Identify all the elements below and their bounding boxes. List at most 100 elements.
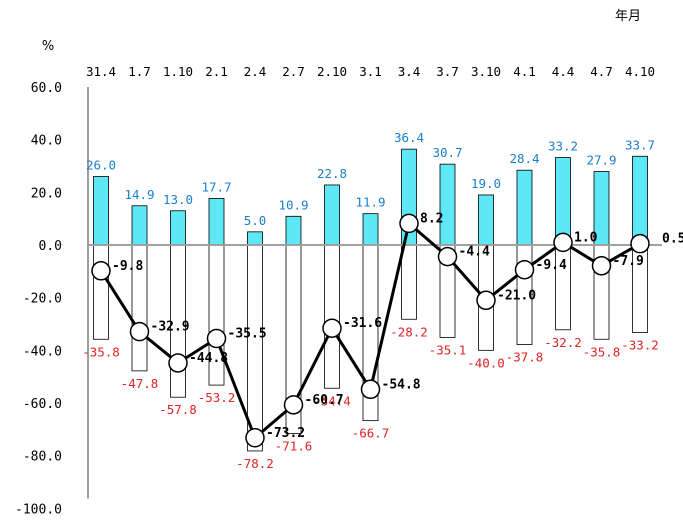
negative-bar-label: -40.0 — [467, 355, 505, 370]
positive-bar — [516, 169, 533, 246]
line-point — [206, 328, 227, 349]
negative-bar-label: -35.8 — [82, 344, 120, 359]
line-point-label: 1.0 — [574, 230, 598, 245]
x-axis-categories: 31.4 1.7 1.10 2.1 2.4 2.7 2.10 3.1 3.4 3.7 3.10 4.1… — [86, 64, 655, 79]
positive-bar-label: 36.4 — [394, 130, 424, 145]
x-category-label: 2.10 — [317, 64, 347, 79]
line-point — [322, 318, 342, 338]
negative-bar-label: -33.2 — [621, 337, 659, 352]
line-point — [245, 428, 265, 448]
y-tick-label: 60.0 — [31, 81, 62, 96]
y-axis: 60.0 40.0 20.0 0.0 -20.0 -40.0 -60.0 -80.0 -100.… — [15, 81, 89, 517]
x-category-label: 31.4 — [86, 64, 116, 79]
positive-bar-label: 19.0 — [471, 176, 501, 191]
x-category-label: 3.4 — [398, 64, 421, 79]
line-point — [91, 261, 111, 281]
positive-bar — [362, 213, 379, 246]
positive-bar-label: 10.9 — [278, 197, 308, 212]
line-point-label: -4.4 — [459, 245, 490, 260]
line-point-label: -31.6 — [343, 316, 382, 331]
negative-bar-label: -57.8 — [159, 402, 197, 417]
negative-bar-label: -53.2 — [198, 390, 236, 405]
positive-bar-label: 28.4 — [509, 151, 539, 166]
negative-bar-label: -37.8 — [506, 350, 544, 365]
positive-bar-label: 26.0 — [86, 158, 116, 173]
line-point — [129, 321, 150, 342]
line-point-label: -60.7 — [305, 393, 344, 408]
x-category-label: 3.1 — [359, 64, 382, 79]
positive-bar — [439, 163, 456, 246]
y-tick-label: -80.0 — [23, 450, 62, 465]
positive-bar-label: 30.7 — [432, 145, 462, 160]
positive-bar-label: 22.8 — [317, 166, 347, 181]
x-category-label: 2.1 — [205, 64, 228, 79]
y-unit-label: % — [42, 39, 54, 54]
positive-bar-label: 13.0 — [163, 192, 193, 207]
line-point-label: -54.8 — [382, 377, 421, 392]
x-category-label: 3.7 — [436, 64, 459, 79]
positive-bar-label: 33.2 — [548, 139, 578, 154]
y-tick-label: -20.0 — [23, 292, 62, 307]
negative-bar — [247, 244, 263, 452]
positive-bar-label: 5.0 — [244, 213, 267, 228]
line-point — [553, 232, 573, 253]
x-category-label: 4.10 — [625, 64, 655, 79]
y-tick-label: -100.0 — [15, 502, 62, 517]
line-point-label: -21.0 — [497, 288, 536, 303]
line-point-label: -32.9 — [151, 320, 190, 335]
line-point-label: -7.9 — [613, 254, 644, 269]
x-category-label: 4.4 — [552, 64, 575, 79]
positive-bar-label: 33.7 — [625, 137, 655, 152]
positive-bar — [324, 184, 340, 246]
line-point — [476, 290, 496, 311]
x-category-label: 1.10 — [163, 64, 193, 79]
line-point-label: -9.8 — [112, 259, 143, 274]
positive-bar — [170, 210, 186, 246]
positive-bar — [285, 215, 302, 246]
positive-bar — [478, 194, 494, 246]
positive-bar — [247, 231, 263, 246]
line-series — [91, 213, 650, 448]
negative-bar-label: -66.7 — [352, 426, 390, 441]
negative-bar-label: -71.6 — [275, 439, 313, 454]
line-point — [399, 213, 419, 234]
negative-bar — [324, 244, 340, 389]
line-point-label: -73.2 — [266, 426, 305, 441]
y-tick-label: 40.0 — [31, 134, 62, 149]
line-point-label: -44.8 — [189, 351, 228, 366]
negative-bar-label: -54.4 — [313, 393, 351, 408]
x-category-label: 2.4 — [244, 64, 267, 79]
line-point — [168, 353, 188, 373]
positive-bar-label: 27.9 — [586, 153, 616, 168]
negative-bar-label: -32.2 — [544, 335, 582, 350]
y-tick-label: -60.0 — [23, 397, 62, 412]
line-point — [437, 246, 458, 267]
positive-bar — [208, 197, 225, 246]
line-point-label: 0.5 — [662, 232, 683, 247]
x-unit-label: 年月 — [615, 9, 641, 24]
positive-bar-label: 17.7 — [201, 179, 231, 194]
x-category-label: 3.10 — [471, 64, 501, 79]
x-category-label: 1.7 — [128, 64, 151, 79]
y-tick-label: -40.0 — [23, 344, 62, 359]
negative-bar-label: -47.8 — [121, 376, 159, 391]
data-labels: 26.0 14.9 13.0 17.7 5.0 10.9 22.8 11.9 36.4 30.7 1… — [82, 130, 683, 471]
line-point — [360, 379, 381, 400]
negative-bar-label: -35.1 — [429, 342, 467, 357]
positive-bar-label: 14.9 — [124, 187, 154, 202]
negative-bar-label: -78.2 — [236, 456, 274, 471]
line-point-label: -9.4 — [536, 258, 567, 273]
positive-bar — [632, 155, 648, 246]
negative-bar — [401, 244, 417, 320]
line-point — [591, 256, 612, 276]
line-point — [283, 395, 304, 415]
line-point — [630, 233, 650, 254]
positive-bar — [131, 205, 148, 246]
line-point-label: 8.2 — [420, 211, 443, 226]
line-point-label: -35.5 — [228, 326, 267, 341]
negative-bar — [93, 244, 109, 340]
x-category-label: 4.1 — [513, 64, 536, 79]
positive-bar — [93, 176, 109, 246]
y-tick-label: 0.0 — [39, 239, 62, 254]
